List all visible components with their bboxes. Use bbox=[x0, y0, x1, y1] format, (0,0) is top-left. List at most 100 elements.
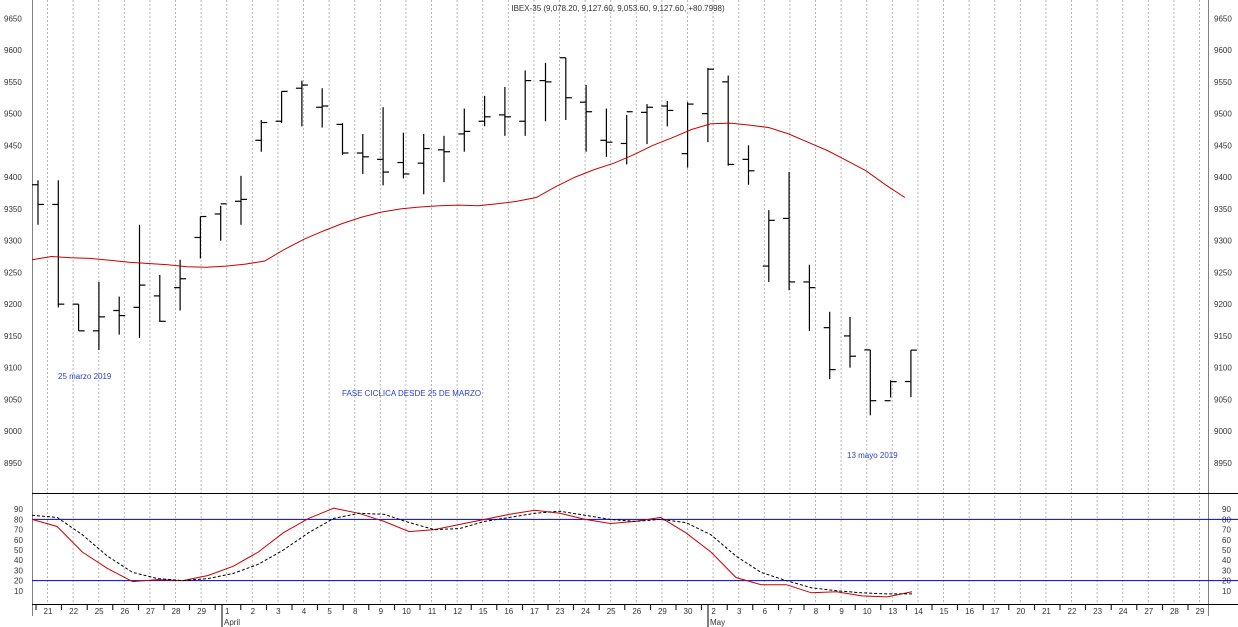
osc-tick-label-left: 70 bbox=[14, 526, 23, 535]
date-tick-label: 3 bbox=[737, 607, 742, 616]
price-tick-label-right: 9500 bbox=[1214, 110, 1232, 119]
date-tick-label: 30 bbox=[684, 607, 693, 616]
date-tick-label: 22 bbox=[1068, 607, 1077, 616]
price-tick-label-left: 9600 bbox=[4, 46, 22, 55]
price-tick-label-right: 9000 bbox=[1214, 427, 1232, 436]
osc-tick-label-left: 30 bbox=[14, 566, 23, 575]
price-tick-label-left: 9300 bbox=[4, 237, 22, 246]
date-tick-label: 24 bbox=[581, 607, 590, 616]
date-tick-label: 4 bbox=[302, 607, 307, 616]
price-tick-label-left: 9000 bbox=[4, 427, 22, 436]
price-tick-label-left: 9100 bbox=[4, 364, 22, 373]
price-tick-label-right: 9550 bbox=[1214, 78, 1232, 87]
date-tick-label: 28 bbox=[172, 607, 181, 616]
date-tick-label: 20 bbox=[1016, 607, 1025, 616]
date-tick-label: 29 bbox=[1196, 607, 1205, 616]
date-tick-label: 11 bbox=[428, 607, 437, 616]
date-tick-label: 29 bbox=[197, 607, 206, 616]
date-tick-label: 12 bbox=[453, 607, 462, 616]
date-tick-label: 9 bbox=[379, 607, 384, 616]
annotation-label: 13 mayo 2019 bbox=[847, 451, 898, 460]
annotation-label: FASE CICLICA DESDE 25 DE MARZO bbox=[342, 389, 481, 398]
date-tick-label: 14 bbox=[914, 607, 923, 616]
date-tick-label: 1 bbox=[225, 607, 230, 616]
date-tick-label: 26 bbox=[120, 607, 129, 616]
osc-tick-label-left: 20 bbox=[14, 577, 23, 586]
date-tick-label: 5 bbox=[327, 607, 332, 616]
price-tick-label-right: 9650 bbox=[1214, 14, 1232, 23]
date-tick-label: 21 bbox=[1042, 607, 1051, 616]
osc-tick-label-right: 10 bbox=[1222, 587, 1231, 596]
price-tick-label-left: 9450 bbox=[4, 141, 22, 150]
month-label: May bbox=[710, 618, 725, 627]
date-tick-label: 13 bbox=[888, 607, 897, 616]
price-tick-label-left: 9200 bbox=[4, 300, 22, 309]
price-tick-label-left: 8950 bbox=[4, 459, 22, 468]
price-tick-label-right: 9150 bbox=[1214, 332, 1232, 341]
osc-tick-label-right: 90 bbox=[1222, 505, 1231, 514]
date-tick-label: 16 bbox=[965, 607, 974, 616]
price-tick-label-right: 9300 bbox=[1214, 237, 1232, 246]
date-tick-label: 24 bbox=[1119, 607, 1128, 616]
price-tick-label-right: 9600 bbox=[1214, 46, 1232, 55]
date-tick-label: 9 bbox=[839, 607, 844, 616]
price-tick-label-left: 9500 bbox=[4, 110, 22, 119]
date-tick-label: 17 bbox=[991, 607, 1000, 616]
date-tick-label: 8 bbox=[353, 607, 358, 616]
osc-tick-label-left: 90 bbox=[14, 505, 23, 514]
date-tick-label: 6 bbox=[763, 607, 768, 616]
date-tick-label: 21 bbox=[44, 607, 53, 616]
price-tick-label-left: 9250 bbox=[4, 268, 22, 277]
date-tick-label: 28 bbox=[1170, 607, 1179, 616]
oscillator-d-line bbox=[31, 510, 912, 595]
date-tick-label: 27 bbox=[1144, 607, 1153, 616]
date-tick-label: 22 bbox=[69, 607, 78, 616]
price-tick-label-left: 9550 bbox=[4, 78, 22, 87]
price-tick-label-right: 9250 bbox=[1214, 268, 1232, 277]
price-tick-label-left: 9350 bbox=[4, 205, 22, 214]
date-tick-label: 15 bbox=[479, 607, 488, 616]
price-tick-label-right: 9450 bbox=[1214, 141, 1232, 150]
date-tick-label: 23 bbox=[1093, 607, 1102, 616]
price-tick-label-left: 9650 bbox=[4, 14, 22, 23]
price-tick-label-left: 9400 bbox=[4, 173, 22, 182]
chart-annotations: 25 marzo 2019 FASE CICLICA DESDE 25 DE MA… bbox=[58, 372, 898, 460]
date-tick-label: 16 bbox=[504, 607, 513, 616]
chart-title: IBEX-35 (9,078.20, 9,127.60, 9,053.60, 9… bbox=[511, 4, 725, 13]
osc-tick-label-right: 70 bbox=[1222, 526, 1231, 535]
moving-average-line bbox=[31, 122, 906, 268]
date-tick-label: 7 bbox=[788, 607, 793, 616]
osc-tick-label-left: 40 bbox=[14, 556, 23, 565]
date-tick-label: 25 bbox=[95, 607, 104, 616]
price-tick-label-right: 9100 bbox=[1214, 364, 1232, 373]
date-axis-ticks: 21 22 25 26 27 28 29 1 2 3 4 5 8 9 10 11 12 15 16 17 23 24 25 2… bbox=[35, 604, 1205, 627]
osc-tick-label-right: 50 bbox=[1222, 546, 1231, 555]
date-tick-label: 2 bbox=[711, 607, 716, 616]
price-axis-ticks: 8950 8950 9000 9000 9050 9050 9100 9100 9150 9150… bbox=[4, 14, 1232, 468]
price-tick-label-left: 9050 bbox=[4, 395, 22, 404]
date-tick-label: 15 bbox=[940, 607, 949, 616]
date-tick-label: 10 bbox=[402, 607, 411, 616]
price-tick-label-right: 9200 bbox=[1214, 300, 1232, 309]
price-tick-label-right: 9050 bbox=[1214, 395, 1232, 404]
osc-tick-label-right: 30 bbox=[1222, 566, 1231, 575]
date-tick-label: 27 bbox=[146, 607, 155, 616]
date-tick-label: 10 bbox=[863, 607, 872, 616]
oscillator-reference-lines bbox=[32, 518, 1238, 582]
price-tick-label-right: 9400 bbox=[1214, 173, 1232, 182]
date-tick-label: 29 bbox=[658, 607, 667, 616]
ohlc-bars bbox=[32, 57, 917, 416]
date-tick-label: 25 bbox=[607, 607, 616, 616]
price-tick-label-right: 9350 bbox=[1214, 205, 1232, 214]
price-tick-label-right: 8950 bbox=[1214, 459, 1232, 468]
date-tick-label: 3 bbox=[276, 607, 281, 616]
price-tick-label-left: 9150 bbox=[4, 332, 22, 341]
annotation-label: 25 marzo 2019 bbox=[58, 372, 112, 381]
osc-tick-label-right: 60 bbox=[1222, 536, 1231, 545]
osc-tick-label-left: 80 bbox=[14, 515, 23, 524]
osc-tick-label-left: 60 bbox=[14, 536, 23, 545]
day-gridlines bbox=[47, 0, 1200, 604]
date-tick-label: 23 bbox=[556, 607, 565, 616]
